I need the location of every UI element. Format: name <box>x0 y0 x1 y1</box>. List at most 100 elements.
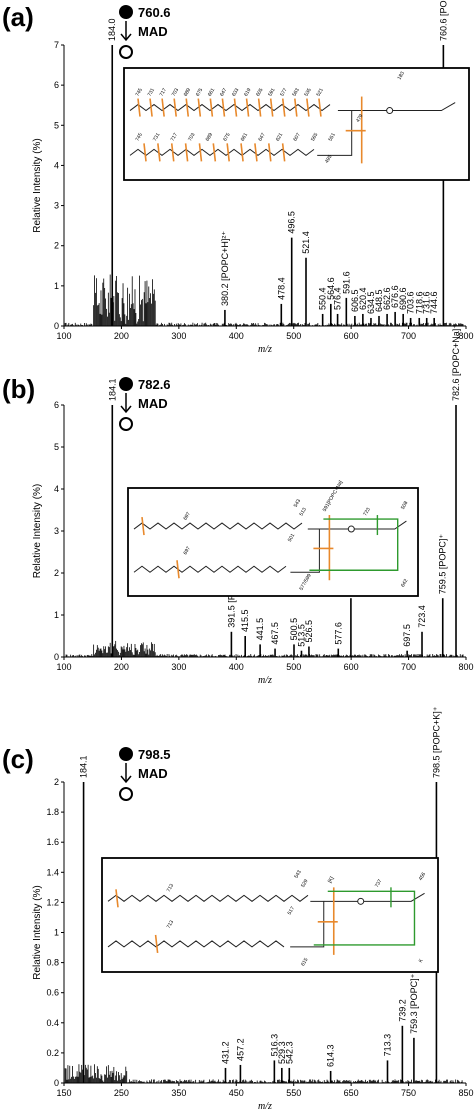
peak-label: 634.5 <box>366 291 376 314</box>
cleavage-mark <box>198 143 203 162</box>
inset-fragment-label: 563 <box>291 87 300 97</box>
arrow-head-icon <box>120 33 132 42</box>
inset-fragment-label: 501 <box>287 533 296 543</box>
y-axis-label: Relative Intensity (%) <box>32 484 43 578</box>
cleavage-mark <box>143 143 147 162</box>
y-tick-label: 1.6 <box>46 837 59 847</box>
inset-fragment-label: 675 <box>222 132 231 142</box>
inset-frame <box>101 857 439 973</box>
inset-fragment-label: 543 <box>293 498 302 508</box>
x-tick-label: 500 <box>286 331 301 341</box>
y-tick-label: 4 <box>54 484 59 494</box>
y-tick-label: 0.4 <box>46 1018 59 1028</box>
peak-label: 739.2 <box>397 999 407 1022</box>
peak-label: 690.6 <box>398 287 408 310</box>
peak-label: 798.5 [POPC+K]⁺ <box>431 706 441 778</box>
x-tick-label: 800 <box>458 662 473 672</box>
glycerol-backbone <box>290 528 320 573</box>
cleavage-mark <box>173 98 177 117</box>
inset-fragment-label: 697 <box>183 546 192 556</box>
y-tick-label: 1.4 <box>46 867 59 877</box>
peak-label: 723.4 <box>417 605 427 628</box>
cleavage-mark <box>221 98 226 117</box>
peak-label: 529.3 <box>277 1041 287 1064</box>
x-tick-label: 700 <box>401 662 416 672</box>
peak-label: 496.5 <box>287 211 297 234</box>
inset-fragment-label: 745 <box>135 132 144 142</box>
x-tick-label: 700 <box>401 331 416 341</box>
x-tick-label: 750 <box>401 1088 416 1098</box>
peak-label: 782.6 [POPC+Na]⁺ <box>451 324 461 401</box>
cleavage-mark <box>170 143 175 162</box>
inset-fragment-label: K <box>418 957 425 963</box>
inset-fragment-label: 661 <box>207 87 216 97</box>
inset-frame <box>127 487 419 597</box>
product-open-circle-icon <box>119 45 133 59</box>
panel-letter: (b) <box>2 374 35 404</box>
x-axis-label: m/z <box>258 675 272 686</box>
cleavage-mark <box>281 98 286 117</box>
product-open-circle-icon <box>119 417 133 431</box>
phosphate-icon <box>386 107 394 115</box>
chart-panel-1: (a) 760.6 MAD 0 1 2 3 4 5 6 7 100 200 300 400 500 600 700… <box>2 0 474 355</box>
x-tick-label: 350 <box>171 1088 186 1098</box>
baseline-noise <box>64 1064 464 1083</box>
inset-fragment-label: 577 <box>279 87 288 97</box>
cleavage-mark <box>233 98 238 117</box>
inset-fragment-label: 456 <box>418 871 427 881</box>
inset-fragment-label: 731 <box>147 87 156 97</box>
peak-label: 467.5 <box>270 622 280 645</box>
peak-label: 513.5 <box>296 624 306 647</box>
y-tick-label: 3 <box>54 526 59 536</box>
inset-fragment-label: 521 <box>315 87 324 97</box>
precursor-mz: 798.5 <box>138 747 171 762</box>
inset-fragment-label: 717 <box>159 87 168 97</box>
inset-fragment-label: 731 <box>152 132 161 142</box>
x-tick-label: 500 <box>286 662 301 672</box>
peak-label: 380.2 [POPC+H]²⁺ <box>220 231 230 306</box>
y-tick-label: 1.8 <box>46 807 59 817</box>
y-tick-label: 0 <box>54 321 59 331</box>
arrow-head-icon <box>120 775 132 784</box>
y-tick-label: 0.6 <box>46 988 59 998</box>
inset-fragment-label: 551 <box>328 132 337 142</box>
y-tick-label: 1 <box>54 610 59 620</box>
acyl-chain-2 <box>133 565 287 573</box>
inset-frame <box>123 67 470 181</box>
peak-label: 478.4 <box>276 277 286 300</box>
cleavage-mark <box>137 98 141 117</box>
headgroup <box>323 892 425 902</box>
peak-label: 415.5 <box>240 609 250 632</box>
peak-label: 431.2 <box>220 1041 230 1064</box>
y-axis-label: Relative Intensity (%) <box>32 885 43 979</box>
peak-label: 606.5 <box>350 289 360 312</box>
inset-fragment-label: 642 <box>400 578 409 588</box>
acyl-chain-1 <box>107 894 309 902</box>
cleavage-mark <box>212 143 217 162</box>
x-tick-label: 600 <box>344 662 359 672</box>
peak-label: 648.5 <box>374 289 384 312</box>
inset-fragment-label: 615 <box>300 957 309 967</box>
x-axis-label: m/z <box>258 1101 272 1112</box>
x-tick-label: 200 <box>114 662 129 672</box>
glycerol-backbone <box>290 900 325 948</box>
y-tick-label: 0 <box>54 652 59 662</box>
peak-label: 614.3 <box>326 1044 336 1067</box>
peak-label: 620.4 <box>358 287 368 310</box>
x-tick-label: 100 <box>56 662 71 672</box>
acyl-chain-1 <box>133 522 303 530</box>
panel-letter: (a) <box>2 2 34 32</box>
cleavage-mark <box>154 934 159 954</box>
peak-label: 697.5 <box>402 624 412 647</box>
cleavage-mark <box>245 98 250 117</box>
peak-label: 526.5 <box>304 620 314 643</box>
glycerol-backbone <box>317 110 353 156</box>
cleavage-mark <box>254 143 258 162</box>
x-tick-label: 800 <box>458 331 473 341</box>
peak-label: 744.6 <box>429 291 439 314</box>
x-tick-label: 400 <box>229 331 244 341</box>
headgroup <box>351 102 456 112</box>
x-tick-label: 650 <box>344 1088 359 1098</box>
inset-fragment-label: 619 <box>243 87 252 97</box>
peak-label: 184.1 <box>79 755 89 778</box>
